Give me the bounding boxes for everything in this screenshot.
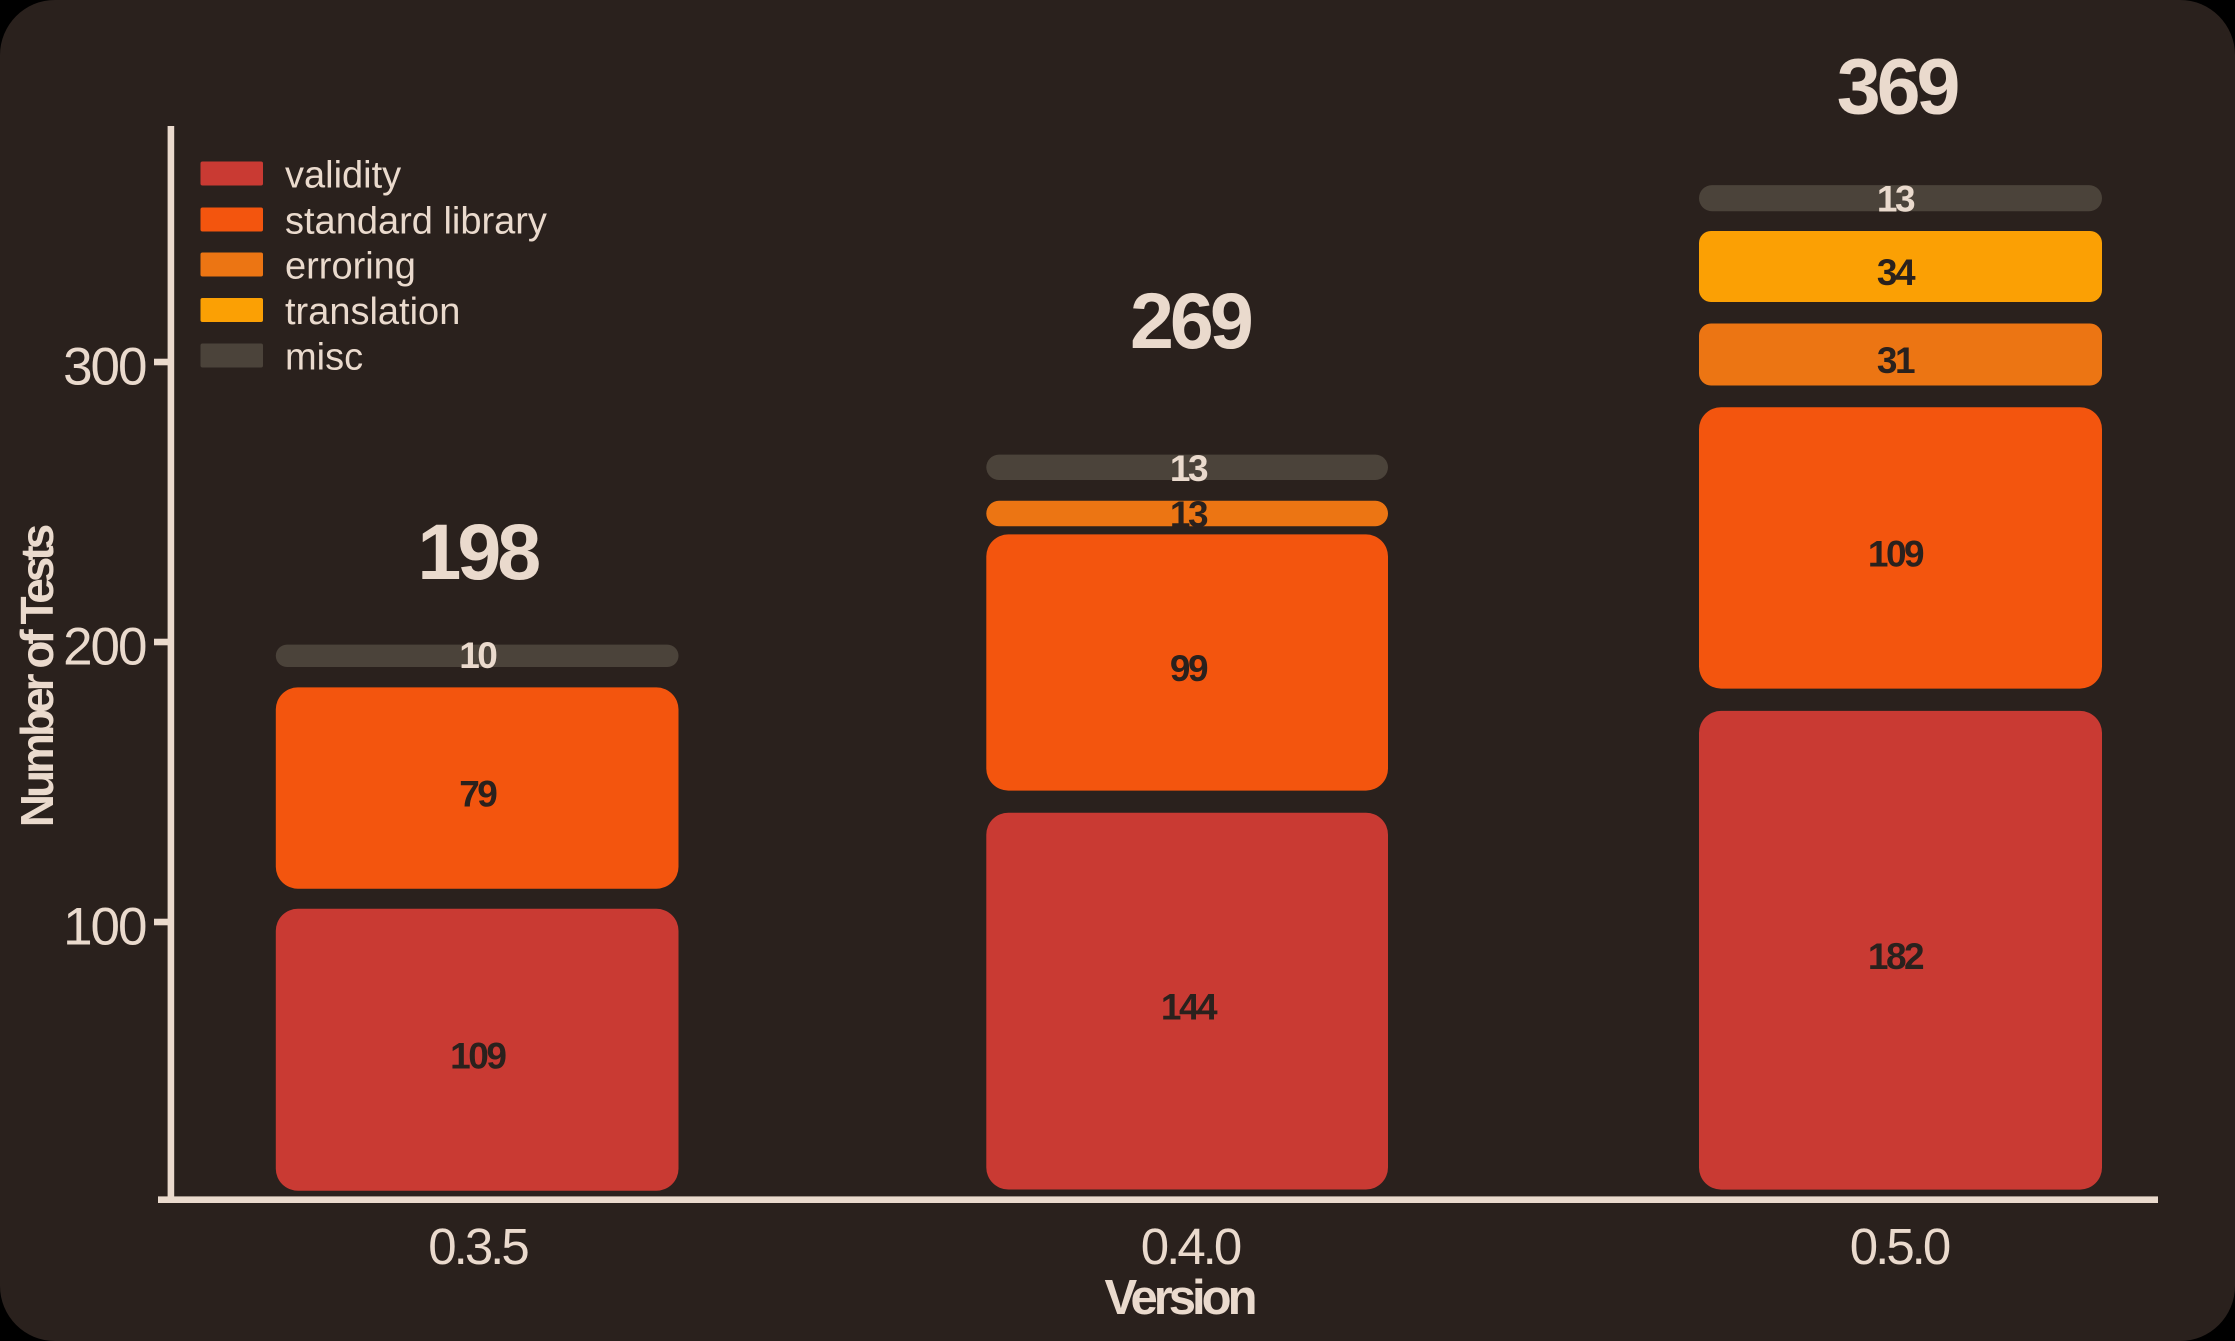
svg-text:0.3.5: 0.3.5	[428, 1218, 528, 1275]
svg-text:99: 99	[1170, 648, 1208, 689]
svg-text:0.4.0: 0.4.0	[1141, 1218, 1241, 1275]
svg-text:10: 10	[459, 635, 497, 676]
svg-text:13: 13	[1877, 179, 1915, 220]
svg-text:13: 13	[1170, 448, 1208, 489]
svg-text:198: 198	[417, 507, 539, 596]
svg-text:109: 109	[450, 1035, 506, 1076]
svg-text:translation: translation	[285, 291, 460, 333]
svg-text:validity: validity	[285, 155, 401, 197]
svg-text:144: 144	[1161, 987, 1218, 1028]
svg-text:79: 79	[459, 774, 497, 815]
svg-text:0.5.0: 0.5.0	[1850, 1218, 1950, 1275]
svg-text:31: 31	[1877, 340, 1915, 381]
svg-text:200: 200	[63, 617, 146, 676]
svg-text:369: 369	[1837, 41, 1958, 130]
svg-text:269: 269	[1130, 276, 1251, 365]
svg-text:100: 100	[63, 897, 146, 956]
svg-text:erroring: erroring	[285, 246, 416, 288]
svg-text:standard library: standard library	[285, 201, 547, 243]
svg-text:300: 300	[63, 337, 146, 396]
svg-text:misc: misc	[285, 337, 363, 379]
svg-text:Number of Tests: Number of Tests	[11, 525, 63, 827]
svg-text:Version: Version	[1104, 1271, 1254, 1325]
svg-text:34: 34	[1877, 252, 1916, 293]
svg-text:182: 182	[1868, 936, 1924, 977]
svg-text:13: 13	[1170, 494, 1208, 535]
svg-text:109: 109	[1868, 533, 1924, 574]
